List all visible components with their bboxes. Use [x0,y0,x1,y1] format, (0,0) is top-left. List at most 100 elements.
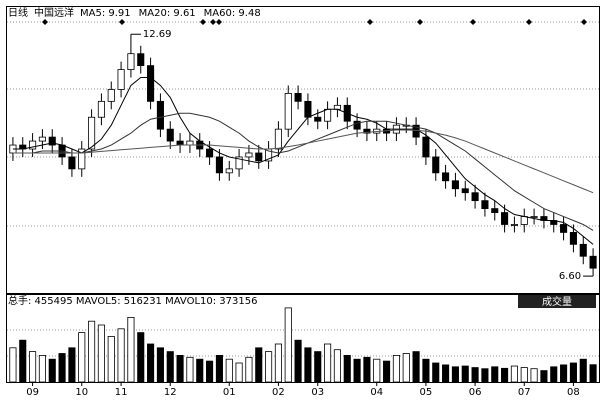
volume-bar [206,360,214,383]
candle-body [442,172,450,182]
volume-bar [78,332,86,383]
volume-bar [186,356,194,383]
candle-body [481,200,489,209]
candle-body [530,216,538,218]
candle-body [245,152,253,158]
markers [42,19,587,25]
x-tick-label: 07 [518,387,531,398]
volume-bar [589,364,597,383]
candle-body [284,93,292,130]
candle-body [589,255,597,269]
volume-bar [333,349,341,383]
volume-bar [412,351,420,383]
volume-bar [451,366,459,383]
volume-bar [137,332,145,383]
price-pane [6,6,600,294]
volume-bar [107,335,115,383]
chart-title: 日线 [8,6,28,19]
candle-body [225,168,233,174]
volume-bar [19,339,27,383]
volume-bar [501,367,509,383]
volume-bar [579,358,587,383]
volume-bar [461,365,469,383]
volume-bar [58,353,66,383]
volume-bar [176,354,184,383]
volume-bar [274,343,282,383]
candle-body [432,156,440,174]
volume-bar [97,324,105,383]
candle-body [166,128,174,142]
legend-entry: MA5: 9.91 [80,8,131,19]
candle-body [520,216,528,225]
volume-bar [402,353,410,383]
candle-body [304,100,312,118]
candle-body [333,104,341,110]
candle-body [48,136,56,146]
legend-entry: MA20: 9.61 [139,8,196,19]
volume-bar [392,354,400,383]
candle-body [255,152,263,162]
volume-bar [245,356,253,383]
volume-bar [48,358,56,383]
min-label: 6.60 [559,271,581,282]
stock-name: 中国远洋 [34,6,74,19]
volume-bar [88,320,96,383]
ma-line [12,129,594,194]
volume-bar [471,367,479,383]
volume-bar [225,358,233,383]
candle-body [461,188,469,194]
x-tick-label: 03 [311,387,324,398]
candle-body [501,212,509,225]
x-tick-label: 01 [223,387,236,398]
candle-body [176,140,184,146]
volume-bar [265,351,273,383]
candle-body [206,148,214,158]
volume-bar [550,366,558,383]
volume-bar [510,365,518,383]
candle-body [156,100,164,130]
volume-bar [481,368,489,383]
x-tick-label: 11 [115,387,128,398]
x-tick-label: 08 [567,387,580,398]
candle-body [324,108,332,122]
volume-bar [38,354,46,383]
candle-body [422,136,430,158]
candle-body [560,224,568,233]
ma-line [12,77,594,245]
volume-bar [442,364,450,383]
volume-bar [235,362,243,383]
volume-bar [422,358,430,383]
volume-bar [117,328,125,383]
volume-bar [294,339,302,383]
candle-body [510,224,518,226]
volume-bar [432,362,440,383]
volume-bar [156,347,164,383]
volume-bar [196,358,204,383]
candle-body [491,208,499,213]
volume-bar [314,351,322,383]
candle-body [353,120,361,130]
candle-body [235,156,243,170]
candle-body [215,156,223,174]
candle-body [186,140,194,146]
volume-bar [68,347,76,383]
volume-bar [353,358,361,383]
volume-bar [147,343,155,383]
candle-body [137,53,145,67]
volume-bar [9,347,17,383]
candle-body [78,148,86,170]
candle-body [147,65,155,102]
candle-body [68,156,76,170]
volume-bar [491,366,499,383]
legend-entry: MA60: 9.48 [204,8,261,19]
x-tick-label: 06 [469,387,482,398]
volume-bar [373,358,381,383]
x-tick-label: 09 [26,387,39,398]
volume-bar [520,367,528,383]
x-tick-label: 10 [75,387,88,398]
candle-body [127,53,135,70]
volume-bar [255,347,263,383]
volume-bar [284,307,292,383]
volume-bar [215,354,223,383]
